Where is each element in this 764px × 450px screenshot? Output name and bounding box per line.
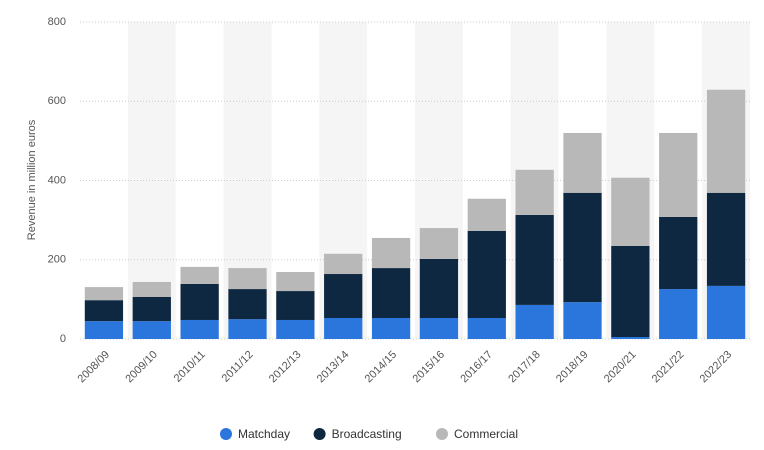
x-tick-label: 2013/14 [315,349,352,386]
y-tick-label: 400 [48,174,66,186]
legend-marker [313,428,326,440]
bar-segment [611,177,650,246]
bar-segment [563,192,602,303]
bar-segment [659,289,698,339]
x-tick-label: 2022/23 [698,349,735,386]
bar-segment [659,216,698,290]
bar-segment [467,198,506,231]
bar-segment [515,214,554,305]
bar-segment [706,89,746,193]
bar-segment [324,274,363,318]
legend-label: Commercial [454,427,518,441]
bar-segment [659,132,698,217]
bar-segment [180,283,219,320]
bar-segment [371,237,411,269]
x-tick-label: 2016/17 [458,349,495,386]
x-tick-label: 2021/22 [650,349,687,386]
x-tick-label: 2010/11 [172,349,208,385]
bar-segment [371,317,411,339]
y-tick-label: 800 [48,16,66,28]
bar-segment [419,317,459,339]
x-tick-label: 2015/16 [411,349,448,386]
bar-segment [84,321,124,339]
y-tick-label: 600 [48,95,66,107]
x-tick-label: 2008/09 [76,349,113,386]
bar-segment [180,319,219,339]
bar-segment [84,287,124,301]
bar-segment [276,319,315,339]
x-tick-label: 2018/19 [554,349,591,386]
bar-segment [228,268,267,290]
bar-segment [324,253,363,275]
bar-segment [706,285,746,339]
y-tick-label: 200 [48,254,66,266]
bar-segment [132,281,171,297]
bar-segment [324,317,363,339]
legend-marker [436,428,448,440]
bar-segment [132,321,171,339]
y-axis-label: Revenue in million euros [26,119,38,240]
x-tick-label: 2017/18 [506,349,543,386]
bar-segment [563,132,602,193]
legend-marker [220,428,232,440]
bar-segment [276,272,315,292]
bar-segment [467,230,506,318]
legend: Matchday Broadcasting Commercial [220,427,518,441]
bar-segment [611,245,650,338]
bar-segment [419,258,459,318]
x-tick-label: 2012/13 [267,349,304,386]
bar-segment [706,192,746,286]
bar-segment [276,291,315,320]
bar-segment [228,319,267,339]
bar-segment [132,296,171,322]
bar-segment [228,289,267,320]
bar-segment [419,228,459,259]
y-tick-label: 0 [60,333,66,345]
bar-segment [515,304,554,339]
bar-segment [371,268,411,318]
x-tick-label: 2009/10 [123,349,160,386]
bar-segment [180,266,219,284]
bar-segment [467,317,506,339]
x-tick-label: 2020/21 [602,349,639,386]
bar-segment [611,337,650,339]
x-tick-label: 2011/12 [220,349,256,385]
bar-segment [515,169,554,215]
bar-segment [84,300,124,322]
x-tick-label: 2014/15 [363,349,400,386]
legend-label: Broadcasting [332,427,402,441]
legend-label: Matchday [238,427,290,441]
bar-segment [563,302,602,339]
